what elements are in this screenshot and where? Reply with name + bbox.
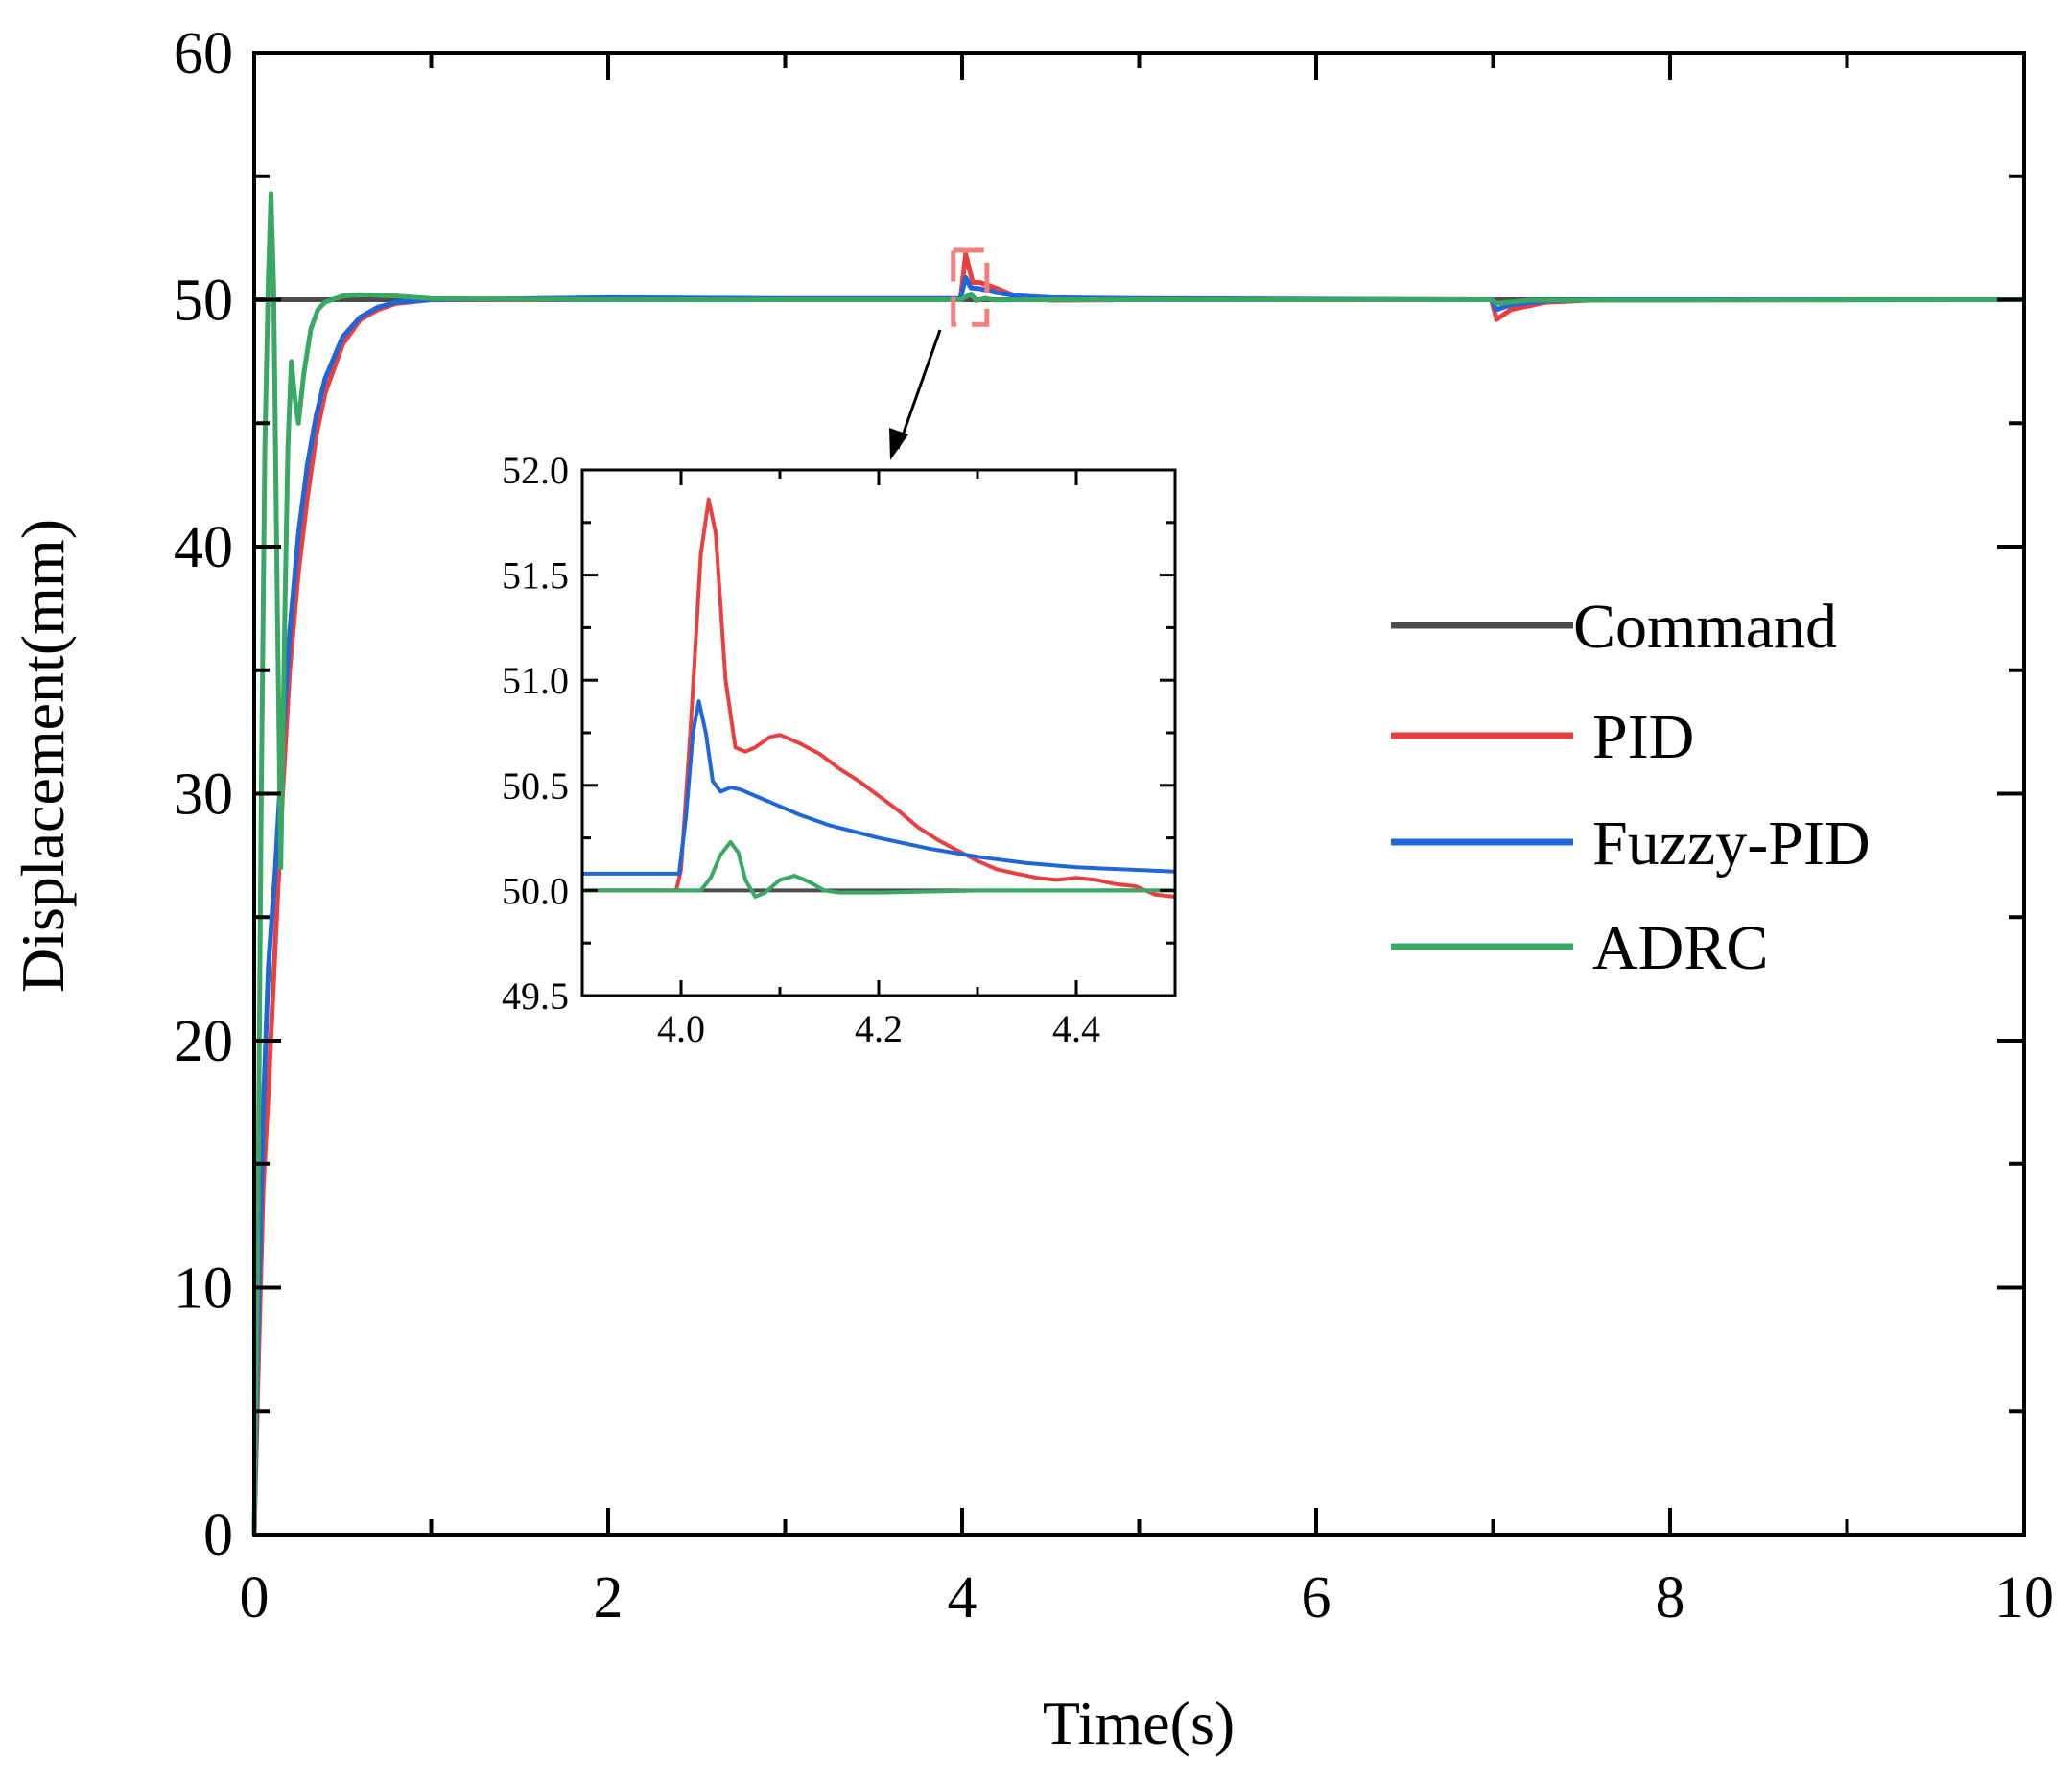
- inset-series-line-adrc: [582, 840, 1175, 899]
- y-tick-label: 50: [174, 269, 233, 334]
- inset-x-tick-label: 4.4: [1052, 1007, 1100, 1050]
- y-tick-label: 10: [174, 1256, 233, 1322]
- x-tick-label: 2: [594, 1565, 624, 1631]
- main-axis-ticks: 0 2 4 6 8 10 0 10 20 30 40 50 60: [174, 21, 2054, 1631]
- inset-x-tick-label: 4.0: [657, 1007, 705, 1050]
- inset-y-tick-label: 51.0: [502, 659, 569, 702]
- legend-item-command: Command: [1391, 592, 1837, 662]
- inset-y-tick-label: 52.0: [502, 449, 569, 492]
- zoom-arrow-head: [889, 428, 908, 460]
- inset-background: [582, 470, 1175, 996]
- y-tick-label: 20: [174, 1009, 233, 1074]
- x-tick-label: 6: [1302, 1565, 1331, 1631]
- inset-series-line-pid: [582, 497, 1176, 899]
- inset-axis-ticks: 4.0 4.2 4.4 49.5 50.0 50.5 51.0 51.5 52.0: [502, 449, 1177, 1050]
- inset-x-tick-label: 4.2: [855, 1007, 903, 1050]
- series-line-adrc: [251, 191, 2025, 1536]
- legend-label: ADRC: [1592, 913, 1768, 983]
- zoom-region-box: [951, 247, 990, 327]
- main-series-lines: [251, 191, 2025, 1536]
- x-tick-label: 8: [1656, 1565, 1685, 1631]
- legend: Command PID Fuzzy-PID ADRC: [1391, 592, 1871, 983]
- legend-label: Command: [1573, 592, 1837, 662]
- inset-series-lines: [582, 497, 1176, 899]
- x-axis-title: Time(s): [1043, 1689, 1235, 1757]
- inset-y-tick-label: 50.5: [502, 764, 569, 808]
- inset-y-tick-label: 50.0: [502, 869, 569, 912]
- y-tick-label: 60: [174, 21, 233, 86]
- y-tick-label: 30: [174, 762, 233, 828]
- y-tick-label: 40: [174, 515, 233, 580]
- x-tick-label: 0: [240, 1565, 270, 1631]
- legend-label: Fuzzy-PID: [1592, 809, 1871, 879]
- y-axis-title: Displacement(mm): [9, 519, 77, 993]
- inset-series-line-fuzzy-pid: [582, 699, 1176, 876]
- legend-label: PID: [1592, 702, 1694, 772]
- x-tick-label: 10: [1994, 1565, 2054, 1631]
- zoom-arrow-line: [896, 329, 942, 450]
- inset-y-tick-label: 49.5: [502, 974, 569, 1018]
- legend-item-adrc: ADRC: [1391, 913, 1768, 983]
- inset-y-tick-label: 51.5: [502, 554, 569, 598]
- legend-item-pid: PID: [1391, 702, 1694, 772]
- x-tick-label: 4: [948, 1565, 977, 1631]
- legend-item-fuzzy-pid: Fuzzy-PID: [1391, 809, 1871, 879]
- y-tick-label: 0: [203, 1503, 233, 1568]
